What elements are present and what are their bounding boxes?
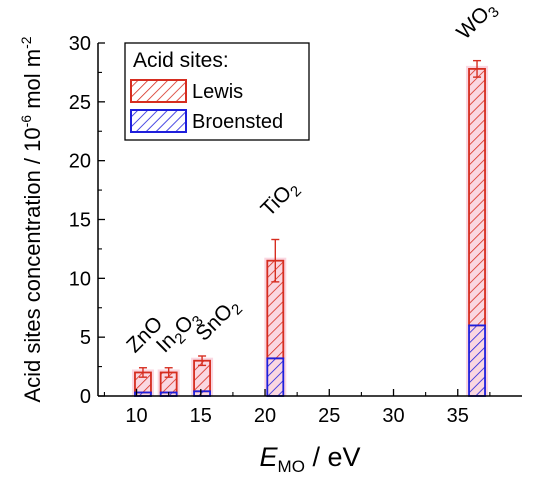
x-tick-label: 10 [125, 405, 147, 427]
y-axis-label-exponent: -6 [18, 115, 34, 128]
x-tick-label: 25 [318, 405, 340, 427]
y-axis-label: Acid sites concentration / 10-6 mol m-2 [18, 36, 45, 402]
y-axis-label-main: Acid sites concentration / 10 [20, 127, 45, 402]
legend-label: Lewis [192, 81, 243, 103]
y-tick-label: 25 [69, 92, 91, 114]
bar-broensted [468, 324, 486, 397]
material-label: TiO2 [257, 175, 305, 223]
y-tick-label: 15 [69, 210, 91, 232]
y-tick-label: 5 [80, 327, 91, 349]
x-axis-label: EMO / eV [260, 442, 361, 476]
y-tick-label: 0 [80, 386, 91, 408]
legend-swatch-broensted [130, 109, 187, 133]
x-tick-label: 35 [447, 405, 469, 427]
x-tick-label: 20 [254, 405, 276, 427]
y-axis-label-exponent-2: -2 [18, 36, 34, 49]
legend: Acid sites: Lewis Broensted [124, 42, 310, 141]
legend-swatch-lewis [130, 79, 187, 103]
y-axis-label-unit: mol m [20, 49, 45, 115]
y-tick-label: 10 [69, 268, 91, 290]
y-tick-label: 30 [69, 33, 91, 55]
x-tick-label: 30 [382, 405, 404, 427]
x-axis-label-unit: / eV [305, 442, 361, 472]
y-tick-label: 20 [69, 151, 91, 173]
bar-lewis [468, 67, 486, 327]
bar-broensted [266, 357, 285, 397]
axes-layer: 0 5 10 15 20 25 30 10 15 20 25 30 35 EMO / eV Acid sit… [18, 33, 522, 476]
x-tick-label: 15 [190, 405, 212, 427]
x-axis-label-main: E [260, 442, 279, 472]
material-label: SnO2 [191, 294, 246, 349]
x-axis-label-subscript: MO [278, 457, 305, 476]
legend-label: Broensted [192, 111, 283, 133]
bars-layer [131, 59, 489, 397]
material-label: WO3 [452, 0, 503, 47]
legend-title: Acid sites: [133, 49, 229, 72]
